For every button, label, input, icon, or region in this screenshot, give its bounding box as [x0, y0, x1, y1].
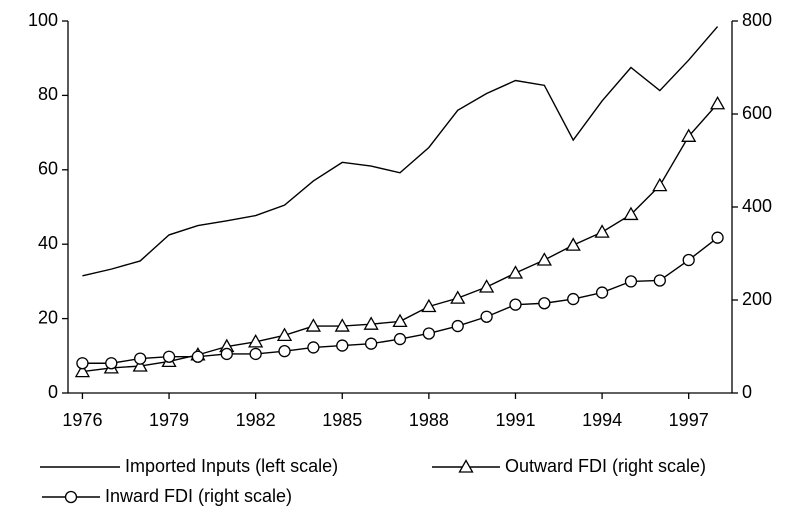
marker [162, 350, 176, 363]
marker [336, 339, 349, 352]
marker [132, 358, 148, 372]
y2-tick-label: 0 [742, 382, 752, 402]
marker [422, 327, 436, 340]
series-line [82, 103, 719, 373]
y-tick-label: 0 [48, 382, 58, 402]
y-tick-label: 20 [38, 307, 58, 327]
marker [538, 297, 551, 310]
marker [509, 298, 522, 311]
marker [681, 128, 697, 142]
marker [653, 274, 666, 287]
y2-tick-label: 400 [742, 196, 772, 216]
marker [248, 334, 264, 348]
marker [191, 350, 205, 363]
marker [565, 237, 581, 251]
series-line [82, 26, 719, 277]
marker [307, 341, 320, 354]
marker [421, 298, 437, 313]
marker [74, 363, 91, 378]
marker [594, 224, 610, 238]
marker [105, 357, 118, 370]
marker [220, 347, 233, 361]
marker [709, 95, 726, 110]
legend-marker [64, 490, 78, 504]
y-tick-label: 80 [38, 84, 58, 104]
legend-label: Inward FDI (right scale) [105, 486, 292, 506]
marker [652, 177, 668, 192]
y-tick-label: 100 [28, 10, 58, 30]
x-tick-label: 1997 [669, 410, 709, 430]
marker [134, 352, 147, 365]
legend-label: Imported Inputs (left scale) [125, 456, 338, 476]
marker [393, 332, 407, 346]
marker [364, 337, 378, 350]
marker [567, 292, 580, 306]
legend-label: Outward FDI (right scale) [505, 456, 706, 476]
marker [249, 347, 262, 361]
marker [305, 318, 322, 332]
marker [76, 357, 89, 370]
marker [334, 318, 350, 332]
y2-tick-label: 600 [742, 103, 772, 123]
marker [278, 344, 291, 358]
marker [595, 286, 609, 299]
marker [624, 275, 638, 288]
legend-marker [458, 459, 474, 473]
x-tick-label: 1988 [409, 410, 449, 430]
marker [507, 265, 524, 279]
marker [450, 290, 466, 304]
marker [711, 231, 724, 244]
marker [451, 319, 464, 333]
x-tick-label: 1994 [582, 410, 622, 430]
y-tick-label: 60 [38, 159, 58, 179]
x-tick-label: 1979 [149, 410, 189, 430]
marker [478, 279, 495, 293]
marker [536, 252, 552, 266]
x-tick-label: 1982 [236, 410, 276, 430]
marker [392, 313, 408, 328]
marker [276, 327, 293, 341]
x-tick-label: 1991 [495, 410, 535, 430]
y-tick-label: 40 [38, 233, 58, 253]
marker [480, 310, 493, 323]
marker [363, 316, 379, 330]
y2-tick-label: 200 [742, 289, 772, 309]
marker [623, 206, 639, 221]
x-tick-label: 1985 [322, 410, 362, 430]
marker [682, 253, 695, 267]
y2-tick-label: 800 [742, 10, 772, 30]
x-tick-label: 1976 [62, 410, 102, 430]
